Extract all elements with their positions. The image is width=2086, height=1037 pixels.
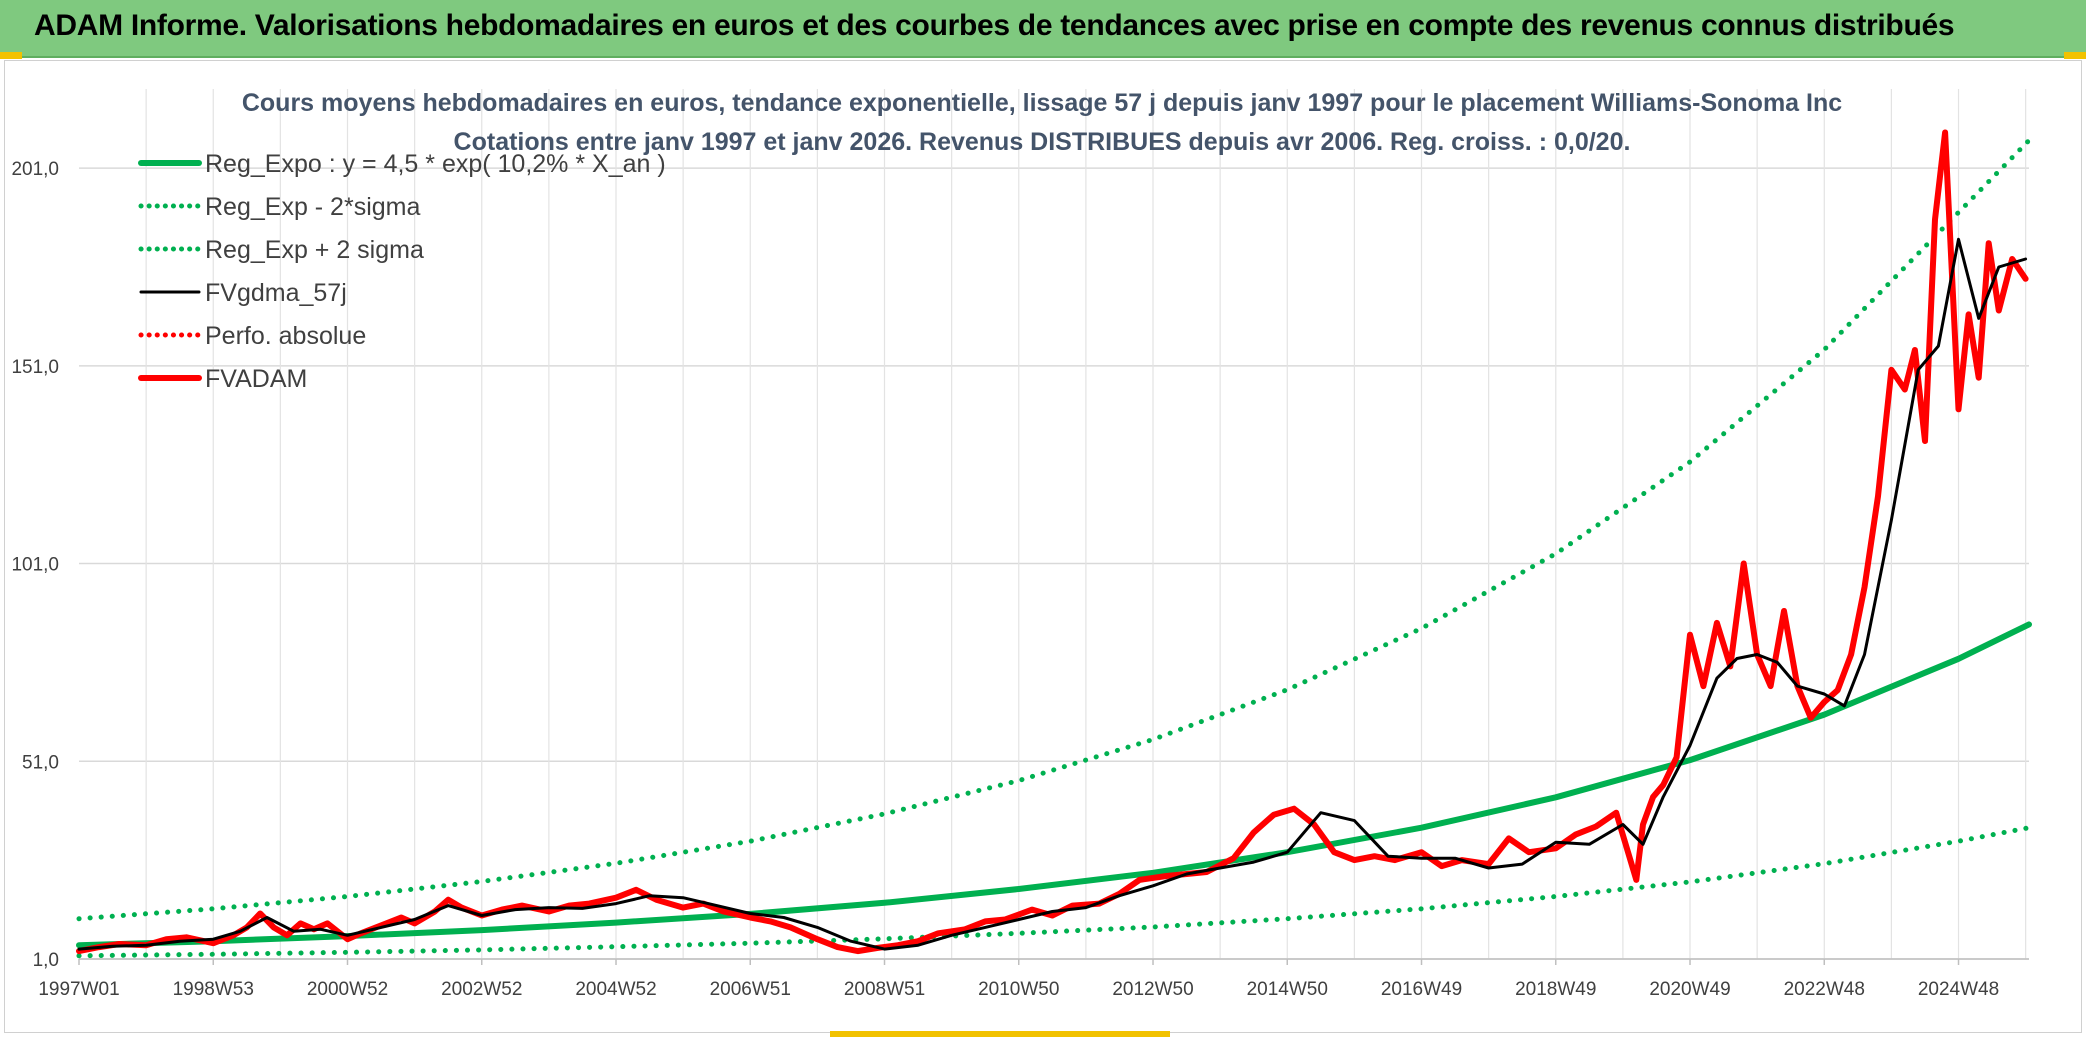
legend-label-0: Reg_Expo : y = 4,5 * exp( 10,2% * X_an ) (205, 150, 666, 178)
chart-subtitle: Cotations entre janv 1997 et janv 2026. … (454, 128, 1631, 156)
legend-label-3: FVgdma_57j (205, 279, 347, 307)
x-tick-label: 2000W52 (307, 979, 388, 1000)
report-banner: ADAM Informe. Valorisations hebdomadaire… (0, 0, 2086, 58)
x-tick-label: 1998W53 (173, 979, 254, 1000)
x-tick-label: 2004W52 (575, 979, 656, 1000)
x-tick-label: 2006W51 (710, 979, 791, 1000)
x-tick-label: 2022W48 (1784, 979, 1865, 1000)
x-tick-label: 2002W52 (441, 979, 522, 1000)
chart-title: Cours moyens hebdomadaires en euros, ten… (242, 89, 1842, 117)
axes: 1,0 51,0 101,0 151,0 201,0 1997W01 1998W53 2000… (11, 159, 2029, 1000)
x-tick-label: 2010W50 (978, 979, 1059, 1000)
series-line-5 (76, 129, 2029, 955)
grid (79, 89, 2029, 960)
y-tick-label: 51,0 (22, 752, 59, 773)
chart-area: 1,0 51,0 101,0 151,0 201,0 1997W01 1998W53 2000… (4, 60, 2082, 1033)
series-line-0 (76, 621, 2032, 949)
banner-corner-left (0, 52, 22, 59)
y-tick-label: 1,0 (33, 950, 59, 971)
x-tick-label: 2014W50 (1247, 979, 1328, 1000)
y-tick-label: 151,0 (11, 357, 59, 378)
legend-label-1: Reg_Exp - 2*sigma (205, 193, 420, 221)
report-title: ADAM Informe. Valorisations hebdomadaire… (34, 9, 1955, 42)
x-tick-label: 2020W49 (1649, 979, 1730, 1000)
chart-svg: 1,0 51,0 101,0 151,0 201,0 1997W01 1998W53 2000… (11, 89, 2032, 1000)
legend-label-2: Reg_Exp + 2 sigma (205, 236, 424, 264)
x-tick-label: 2012W50 (1112, 979, 1193, 1000)
y-tick-label: 101,0 (11, 555, 59, 576)
bottom-accent (830, 1031, 1170, 1037)
series-group (76, 129, 2032, 959)
x-tick-label: 2016W49 (1381, 979, 1462, 1000)
x-tick-label: 2024W48 (1918, 979, 1999, 1000)
banner-corner-right (2064, 52, 2086, 59)
series-line-3 (77, 237, 2028, 951)
x-tick-label: 1997W01 (38, 979, 119, 1000)
legend-label-4: Perfo. absolue (205, 322, 366, 350)
series-line-2 (76, 137, 2032, 922)
x-tick-label: 2018W49 (1515, 979, 1596, 1000)
y-tick-label: 201,0 (11, 159, 59, 180)
x-tick-label: 2008W51 (844, 979, 925, 1000)
legend-label-5: FVADAM (205, 365, 307, 393)
legend: Reg_Expo : y = 4,5 * exp( 10,2% * X_an )… (138, 150, 666, 393)
